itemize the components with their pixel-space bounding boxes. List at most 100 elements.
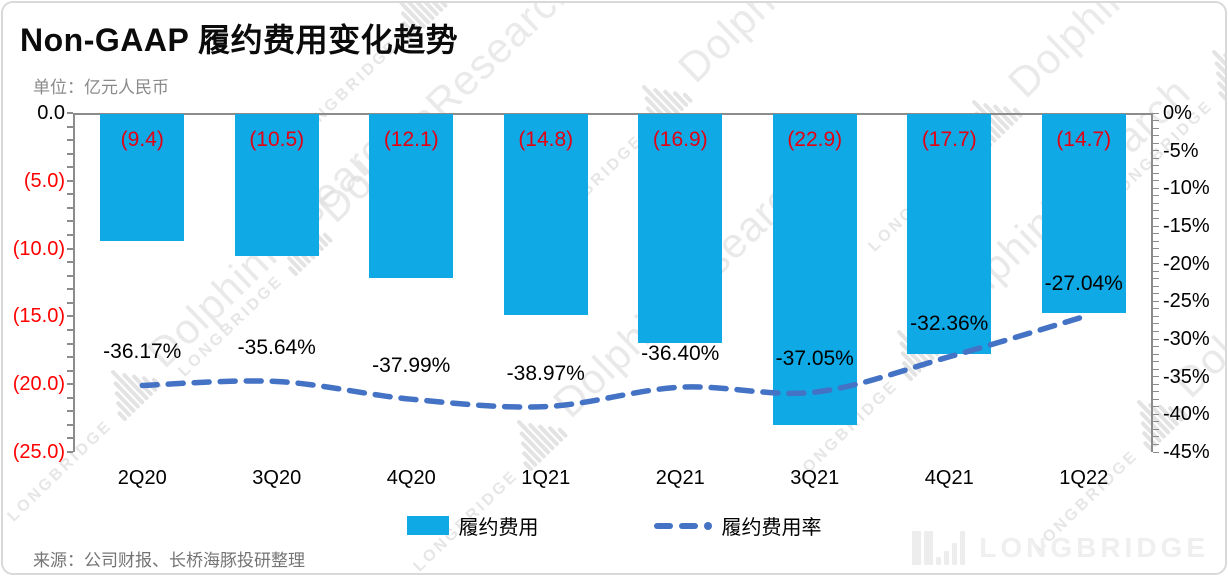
right-axis-tick [1153,210,1159,212]
bar-value-label: (14.8) [518,128,574,151]
left-axis-tick [67,383,73,386]
legend-item-bar: 履约费用 [406,511,539,540]
left-axis-tick [67,261,73,264]
source-note: 来源：公司财报、长桥海豚投研整理 [33,551,305,570]
left-axis-tick [67,220,73,223]
right-axis-tick [1153,248,1159,250]
bar-value-label: (12.1) [383,128,439,151]
right-axis-tick [1153,150,1159,152]
chart-title: Non-GAAP 履约费用变化趋势 [20,22,459,58]
zero-baseline [75,113,1151,115]
right-axis-line [1151,113,1153,452]
right-axis-label: -20% [1163,252,1210,275]
right-axis-tick [1153,165,1159,167]
right-axis-label: -30% [1163,328,1210,350]
rate-value-label: -35.64% [237,336,316,360]
right-axis-tick [1153,127,1159,129]
bar-value-label: (14.7) [1056,128,1112,151]
bar-1Q22 [1041,114,1126,314]
left-axis-tick [67,179,73,182]
left-axis-tick [67,328,73,331]
rate-value-label: -38.97% [506,361,585,385]
left-axis-tick [67,301,73,304]
right-axis-tick [1153,240,1159,242]
longbridge-bars-icon [912,531,966,565]
right-axis-tick [1153,443,1159,445]
right-axis-tick [1153,421,1159,423]
left-axis-tick [67,139,73,142]
bar-value-label: (10.5) [249,128,305,151]
right-axis-tick [1153,315,1159,317]
left-axis-tick [67,451,73,453]
left-axis-tick [67,274,73,277]
legend-item-line: 履约费用率 [653,511,822,540]
right-axis-tick [1153,157,1159,159]
right-axis-tick [1153,142,1159,144]
right-axis-tick [1153,285,1159,287]
right-axis-tick [1153,278,1159,280]
right-axis-tick [1153,195,1159,197]
longbridge-logo: LONGBRIDGE [912,531,1209,565]
right-axis-tick [1153,391,1159,393]
bar-value-label: (16.9) [652,128,708,151]
right-axis-tick [1153,413,1159,415]
left-axis-label: 0.0 [37,102,65,124]
rate-value-label: -27.04% [1044,271,1123,295]
right-axis-tick [1153,368,1159,370]
x-axis-label-1Q22: 1Q22 [1059,467,1109,489]
left-axis-tick [67,356,73,359]
left-axis-line [73,113,75,452]
x-axis-label-3Q20: 3Q20 [252,467,302,489]
left-axis-tick [67,423,73,426]
right-axis-tick [1153,451,1159,453]
right-axis-label: -45% [1163,441,1210,463]
right-axis-tick [1153,112,1159,114]
bar-value-label: (9.4) [120,128,164,151]
right-axis-tick [1153,202,1159,204]
right-axis-tick [1153,120,1159,122]
right-axis-tick [1153,330,1159,332]
left-axis-tick [67,234,73,237]
x-axis-label-4Q21: 4Q21 [924,467,974,489]
right-axis-tick [1153,406,1159,408]
dashed-line-swatch [653,521,712,530]
right-axis-label: -25% [1163,290,1210,313]
right-axis-tick [1153,300,1159,302]
bar-value-label: (22.9) [787,128,843,151]
right-axis-tick [1153,398,1159,400]
bar-series-swatch [406,516,449,535]
left-axis-label: (20.0) [12,373,65,396]
rate-value-label: -36.17% [103,340,182,364]
bar-value-label: (17.7) [921,128,977,151]
right-axis-label: -35% [1163,365,1210,388]
right-axis-tick [1153,180,1159,182]
right-axis-tick [1153,376,1159,378]
x-axis-label-3Q21: 3Q21 [790,467,840,489]
left-axis-tick [67,396,73,399]
right-axis-tick [1153,346,1159,348]
left-axis-tick [67,152,73,155]
x-axis-label-2Q21: 2Q21 [655,467,705,489]
left-axis-label: (5.0) [23,169,65,192]
bar-1Q21 [503,114,588,315]
left-axis-tick [67,247,73,250]
left-axis-tick [67,410,73,413]
right-axis-tick [1153,172,1159,174]
longbridge-logo-text: LONGBRIDGE [979,532,1209,563]
left-axis-label: (15.0) [12,305,65,328]
left-axis-tick [67,112,73,114]
rate-value-label: -32.36% [910,311,989,335]
legend-bar-label: 履约费用 [458,517,539,539]
right-axis-label: -40% [1163,403,1210,426]
left-axis-tick [67,369,73,372]
right-axis-tick [1153,270,1159,272]
right-axis-tick [1153,338,1159,340]
right-axis-tick [1153,233,1159,235]
bar-2Q20 [100,114,185,242]
right-axis-tick [1153,225,1159,227]
legend: 履约费用 履约费用率 [3,511,1225,540]
right-axis-tick [1153,428,1159,430]
x-axis-label-2Q20: 2Q20 [117,467,167,489]
right-axis-label: -5% [1163,139,1199,162]
